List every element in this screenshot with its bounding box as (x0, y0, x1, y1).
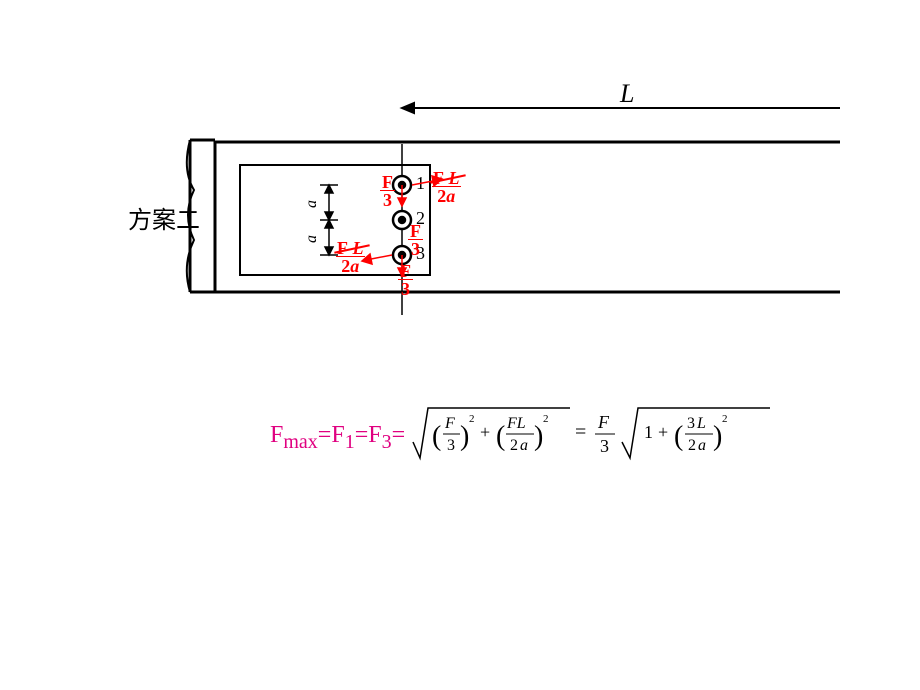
annot-f3-bolt3: F3 (398, 263, 413, 300)
annot-fl2a-bot: F L 2a (336, 240, 365, 277)
diagram-svg: 1 2 3 a a L (120, 80, 840, 320)
svg-text:2: 2 (688, 437, 696, 454)
svg-text:=: = (575, 421, 586, 443)
svg-text:L: L (696, 415, 706, 432)
svg-text:a: a (698, 437, 706, 454)
svg-text:2: 2 (469, 413, 475, 425)
svg-text:): ) (460, 421, 469, 452)
svg-text:a: a (520, 437, 528, 454)
annot-fl2a-top: F L 2a (432, 170, 461, 207)
svg-text:+: + (658, 422, 668, 442)
svg-text:(: ( (496, 421, 505, 452)
svg-text:): ) (713, 421, 722, 452)
equation-prefix: Fmax=F1=F3= (270, 422, 405, 454)
equation-math-svg: ( F 3 ) 2 + ( FL 2 a ) 2 = F 3 (410, 400, 830, 470)
annot-f3-bolt2: F3 (408, 223, 423, 260)
svg-text:3: 3 (600, 436, 609, 456)
svg-text:3: 3 (447, 437, 455, 454)
svg-text:FL: FL (506, 415, 526, 432)
svg-text:(: ( (432, 421, 441, 452)
dim-L-label: L (619, 80, 634, 108)
svg-text:1: 1 (644, 422, 653, 442)
svg-text:2: 2 (510, 437, 518, 454)
scheme-label: 方案二 (128, 200, 200, 235)
svg-text:+: + (480, 422, 490, 442)
svg-text:F: F (597, 412, 610, 432)
annot-f3-bolt1: 1 F3 (380, 174, 395, 211)
dim-a-1: a (303, 200, 320, 208)
svg-text:2: 2 (722, 413, 728, 425)
svg-text:): ) (534, 421, 543, 452)
equation: Fmax=F1=F3= ( F 3 ) 2 + ( FL 2 a ) (270, 400, 830, 470)
svg-text:2: 2 (543, 413, 549, 425)
svg-text:F: F (444, 415, 455, 432)
bolt-beam-diagram: 1 2 3 a a L (120, 80, 840, 300)
dim-a-2: a (303, 235, 320, 243)
svg-text:(: ( (674, 421, 683, 452)
svg-text:3: 3 (687, 415, 695, 432)
